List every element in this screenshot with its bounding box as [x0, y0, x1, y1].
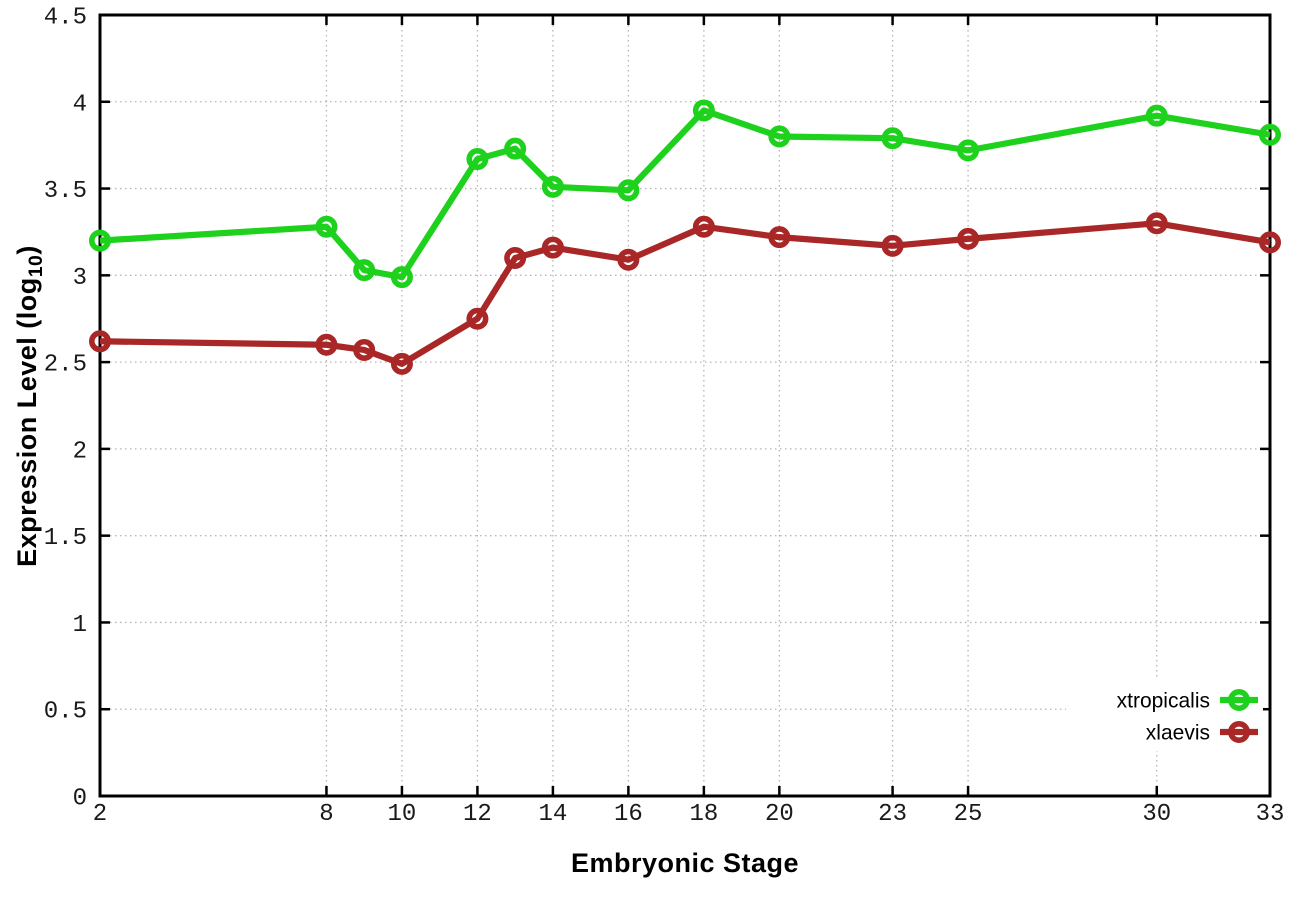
- data-point-xtropicalis: [957, 139, 980, 162]
- data-point-xtropicalis: [617, 179, 640, 202]
- y-tick-label: 3: [73, 265, 87, 292]
- data-point-xlaevis: [504, 246, 527, 269]
- y-tick-label: 2: [73, 438, 87, 465]
- x-tick-label: 23: [878, 801, 907, 828]
- data-point-xtropicalis: [541, 175, 564, 198]
- data-point-xtropicalis: [504, 137, 527, 160]
- data-point-xtropicalis: [881, 127, 904, 150]
- y-axis-title-text: Expression Level (log: [11, 277, 42, 567]
- data-point-xlaevis: [466, 307, 489, 330]
- data-point-xlaevis: [89, 330, 112, 353]
- x-tick-label: 25: [954, 801, 983, 828]
- data-point-xlaevis: [1259, 231, 1282, 254]
- plot-border: [98, 13, 1272, 798]
- data-point-xtropicalis: [353, 259, 376, 282]
- legend-marker-icon: [1228, 688, 1251, 711]
- x-tick-label: 2: [93, 801, 107, 828]
- y-tick-label: 1: [73, 612, 87, 639]
- x-tick-label: 10: [388, 801, 417, 828]
- x-tick-label: 30: [1142, 801, 1171, 828]
- legend-label-xtropicalis: xtropicalis: [1117, 690, 1210, 713]
- data-point-xlaevis: [353, 338, 376, 361]
- data-point-xtropicalis: [768, 125, 791, 148]
- data-point-xtropicalis: [390, 266, 413, 289]
- y-tick-label: 4.5: [44, 5, 87, 32]
- data-point-xtropicalis: [315, 215, 338, 238]
- legend-item-xtropicalis: xtropicalis: [1117, 688, 1258, 713]
- legend: xtropicalis xlaevis: [1117, 688, 1258, 745]
- data-point-xlaevis: [768, 226, 791, 249]
- data-point-xtropicalis: [1259, 123, 1282, 146]
- y-axis-title-close: ): [11, 245, 42, 255]
- data-point-xtropicalis: [89, 229, 112, 252]
- data-point-xlaevis: [957, 227, 980, 250]
- y-tick-label: 0.5: [44, 699, 87, 726]
- legend-marker-icon: [1228, 720, 1251, 743]
- data-point-xtropicalis: [1145, 104, 1168, 127]
- y-tick-label: 2.5: [44, 352, 87, 379]
- x-tick-label: 33: [1256, 801, 1285, 828]
- legend-item-xlaevis: xlaevis: [1146, 720, 1258, 745]
- data-point-xlaevis: [692, 215, 715, 238]
- x-tick-label: 16: [614, 801, 643, 828]
- data-point-xlaevis: [315, 333, 338, 356]
- x-tick-label: 20: [765, 801, 794, 828]
- x-tick-label: 18: [689, 801, 718, 828]
- data-point-xtropicalis: [466, 148, 489, 171]
- data-point-xlaevis: [541, 236, 564, 259]
- y-axis-title-subscript: 10: [25, 254, 48, 278]
- x-axis-title: Embryonic Stage: [570, 848, 800, 878]
- y-tick-label: 3.5: [44, 178, 87, 205]
- y-axis-title: Expression Level (log10): [12, 245, 48, 567]
- data-point-xtropicalis: [692, 99, 715, 122]
- data-point-xlaevis: [1145, 212, 1168, 235]
- y-tick-label: 0: [73, 786, 87, 813]
- data-point-xlaevis: [617, 248, 640, 271]
- x-tick-label: 14: [538, 801, 567, 828]
- legend-label-xlaevis: xlaevis: [1146, 722, 1210, 745]
- y-tick-label: 4: [73, 91, 87, 118]
- data-point-xlaevis: [881, 234, 904, 257]
- x-tick-label: 8: [319, 801, 333, 828]
- data-point-xlaevis: [390, 352, 413, 375]
- legend-background: [1066, 679, 1263, 751]
- x-tick-label: 12: [463, 801, 492, 828]
- y-tick-label: 1.5: [44, 525, 87, 552]
